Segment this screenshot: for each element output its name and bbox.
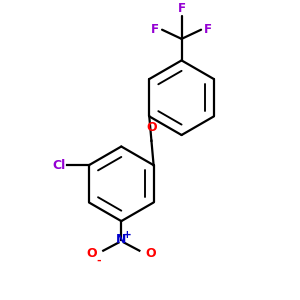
Text: Cl: Cl xyxy=(53,159,66,172)
Text: O: O xyxy=(146,122,157,134)
Text: F: F xyxy=(178,2,186,15)
Text: -: - xyxy=(97,256,101,266)
Text: F: F xyxy=(204,23,212,36)
Text: O: O xyxy=(87,247,98,260)
Text: F: F xyxy=(151,23,159,36)
Text: +: + xyxy=(123,230,132,240)
Text: N: N xyxy=(116,233,127,246)
Text: O: O xyxy=(145,247,156,260)
